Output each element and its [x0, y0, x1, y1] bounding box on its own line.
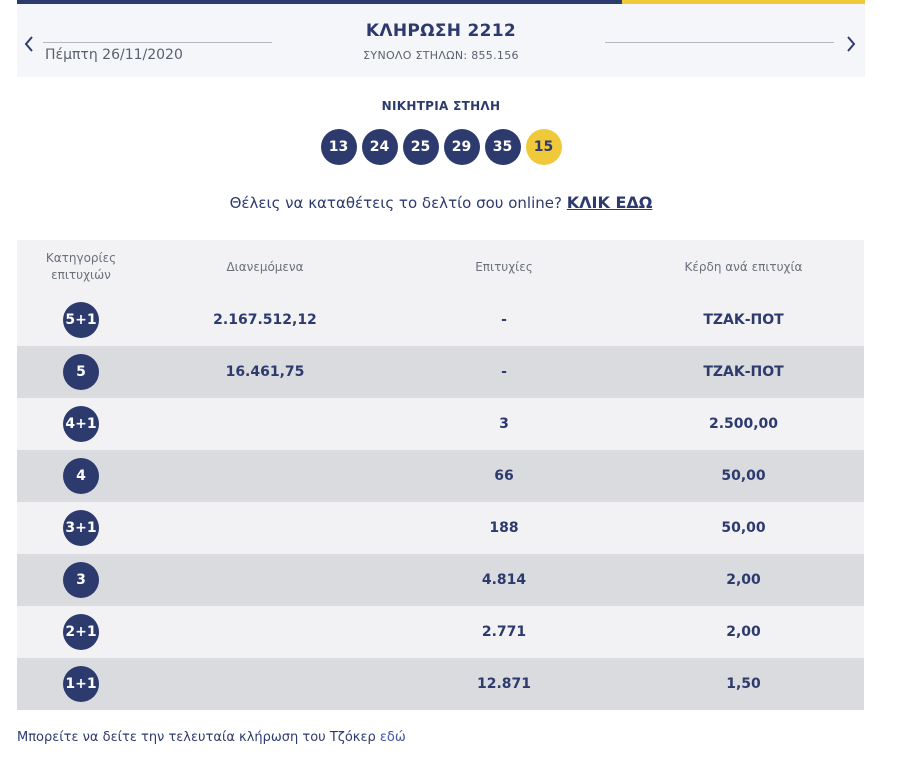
winning-ball: 29 — [443, 129, 480, 165]
winners-cell: 4.814 — [481, 572, 527, 588]
table-row: 2+1 2.771 2,00 — [17, 606, 864, 658]
prize-cell: 50,00 — [721, 468, 766, 484]
table-row: 4 66 50,00 — [17, 450, 864, 502]
table-header: Κατηγορίες επιτυχιών Διανεμόμενα Επιτυχί… — [17, 240, 864, 294]
header-prize: Κέρδη ανά επιτυχία — [684, 259, 803, 274]
winning-ball: 13 — [320, 129, 357, 165]
draw-total-columns: ΣΥΝΟΛΟ ΣΤΗΛΩΝ: 855.156 — [363, 49, 519, 62]
category-cell: 2+1 — [17, 614, 145, 650]
divider-left — [43, 42, 272, 43]
category-badge: 3+1 — [63, 510, 99, 546]
winning-ball: 35 — [484, 129, 521, 165]
header-categories: Κατηγορίες επιτυχιών — [45, 251, 117, 282]
category-badge: 5+1 — [63, 302, 99, 338]
category-cell: 3+1 — [17, 510, 145, 546]
click-here-link[interactable]: ΚΛΙΚ ΕΔΩ — [566, 193, 653, 212]
winners-cell: 12.871 — [476, 676, 532, 692]
category-badge: 4+1 — [63, 406, 99, 442]
top-accent-blue — [17, 0, 622, 4]
next-draw-button[interactable] — [841, 32, 861, 56]
winning-ball: 25 — [402, 129, 439, 165]
winners-cell: 2.771 — [481, 624, 527, 640]
winning-column-label: ΝΙΚΗΤΡΙΑ ΣΤΗΛΗ — [381, 99, 501, 113]
prize-cell: ΤΖΑΚ-ΠΟΤ — [703, 364, 784, 380]
winning-numbers: 13 24 25 29 35 15 — [0, 129, 882, 165]
draw-header: Πέμπτη 26/11/2020 ΚΛΗΡΩΣΗ 2212 ΣΥΝΟΛΟ ΣΤ… — [17, 4, 865, 77]
draw-title: ΚΛΗΡΩΣΗ 2212 — [365, 21, 517, 41]
category-badge: 2+1 — [63, 614, 99, 650]
joker-latest-draw-link[interactable]: εδώ — [379, 730, 406, 745]
category-cell: 5 — [17, 354, 145, 390]
draw-date: Πέμπτη 26/11/2020 — [45, 47, 183, 63]
distributed-cell: 2.167.512,12 — [213, 312, 317, 328]
divider-right — [605, 42, 834, 43]
top-accent-bar — [17, 0, 865, 4]
category-badge: 5 — [63, 354, 99, 390]
joker-ball: 15 — [525, 129, 562, 165]
top-accent-yellow — [622, 0, 865, 4]
category-cell: 3 — [17, 562, 145, 598]
category-cell: 4+1 — [17, 406, 145, 442]
winners-cell: 188 — [489, 520, 519, 536]
online-ticket-text: Θέλεις να καταθέτεις το δελτίο σου onlin… — [229, 194, 562, 212]
online-ticket-prompt: Θέλεις να καταθέτεις το δελτίο σου onlin… — [0, 193, 882, 212]
winners-cell: 3 — [499, 416, 509, 432]
category-badge: 3 — [63, 562, 99, 598]
table-row: 3 4.814 2,00 — [17, 554, 864, 606]
results-table: Κατηγορίες επιτυχιών Διανεμόμενα Επιτυχί… — [17, 240, 864, 710]
category-cell: 1+1 — [17, 666, 145, 702]
category-badge: 4 — [63, 458, 99, 494]
table-row: 5+1 2.167.512,12 - ΤΖΑΚ-ΠΟΤ — [17, 294, 864, 346]
header-winners: Επιτυχίες — [475, 259, 533, 274]
category-cell: 5+1 — [17, 302, 145, 338]
distributed-cell: 16.461,75 — [225, 364, 305, 380]
prize-cell: 2.500,00 — [708, 416, 779, 432]
header-distributed: Διανεμόμενα — [226, 259, 304, 274]
prize-cell: 50,00 — [721, 520, 766, 536]
winners-cell: 66 — [494, 468, 514, 484]
winners-cell: - — [501, 312, 507, 328]
category-cell: 4 — [17, 458, 145, 494]
table-row: 4+1 3 2.500,00 — [17, 398, 864, 450]
prize-cell: 1,50 — [726, 676, 761, 692]
prize-cell: 2,00 — [726, 572, 761, 588]
prize-cell: 2,00 — [726, 624, 761, 640]
table-row: 5 16.461,75 - ΤΖΑΚ-ΠΟΤ — [17, 346, 864, 398]
prize-cell: ΤΖΑΚ-ΠΟΤ — [703, 312, 784, 328]
footer-note-text: Μπορείτε να δείτε την τελευταία κλήρωση … — [17, 730, 376, 745]
table-row: 1+1 12.871 1,50 — [17, 658, 864, 710]
table-row: 3+1 188 50,00 — [17, 502, 864, 554]
previous-draw-button[interactable] — [19, 32, 39, 56]
footer-note: Μπορείτε να δείτε την τελευταία κλήρωση … — [17, 730, 406, 745]
category-badge: 1+1 — [63, 666, 99, 702]
winning-ball: 24 — [361, 129, 398, 165]
chevron-left-icon — [24, 36, 33, 52]
winners-cell: - — [501, 364, 507, 380]
chevron-right-icon — [847, 36, 856, 52]
